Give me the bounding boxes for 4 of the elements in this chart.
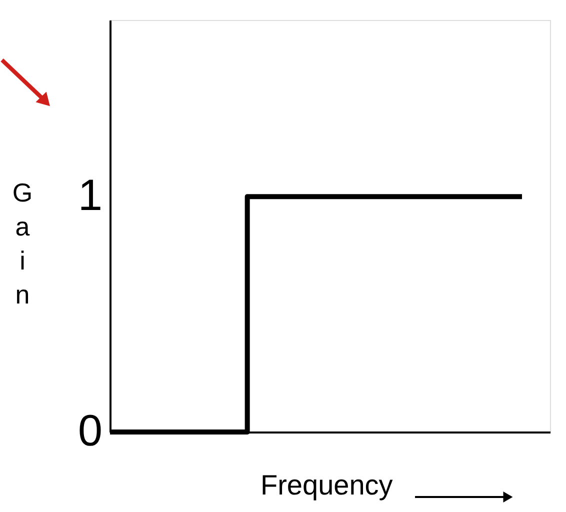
y-axis-title: Gain xyxy=(12,178,33,310)
y-tick-label: 0 xyxy=(78,406,102,456)
x-axis-title: Frequency xyxy=(260,470,393,500)
y-tick-label: 1 xyxy=(78,171,102,220)
